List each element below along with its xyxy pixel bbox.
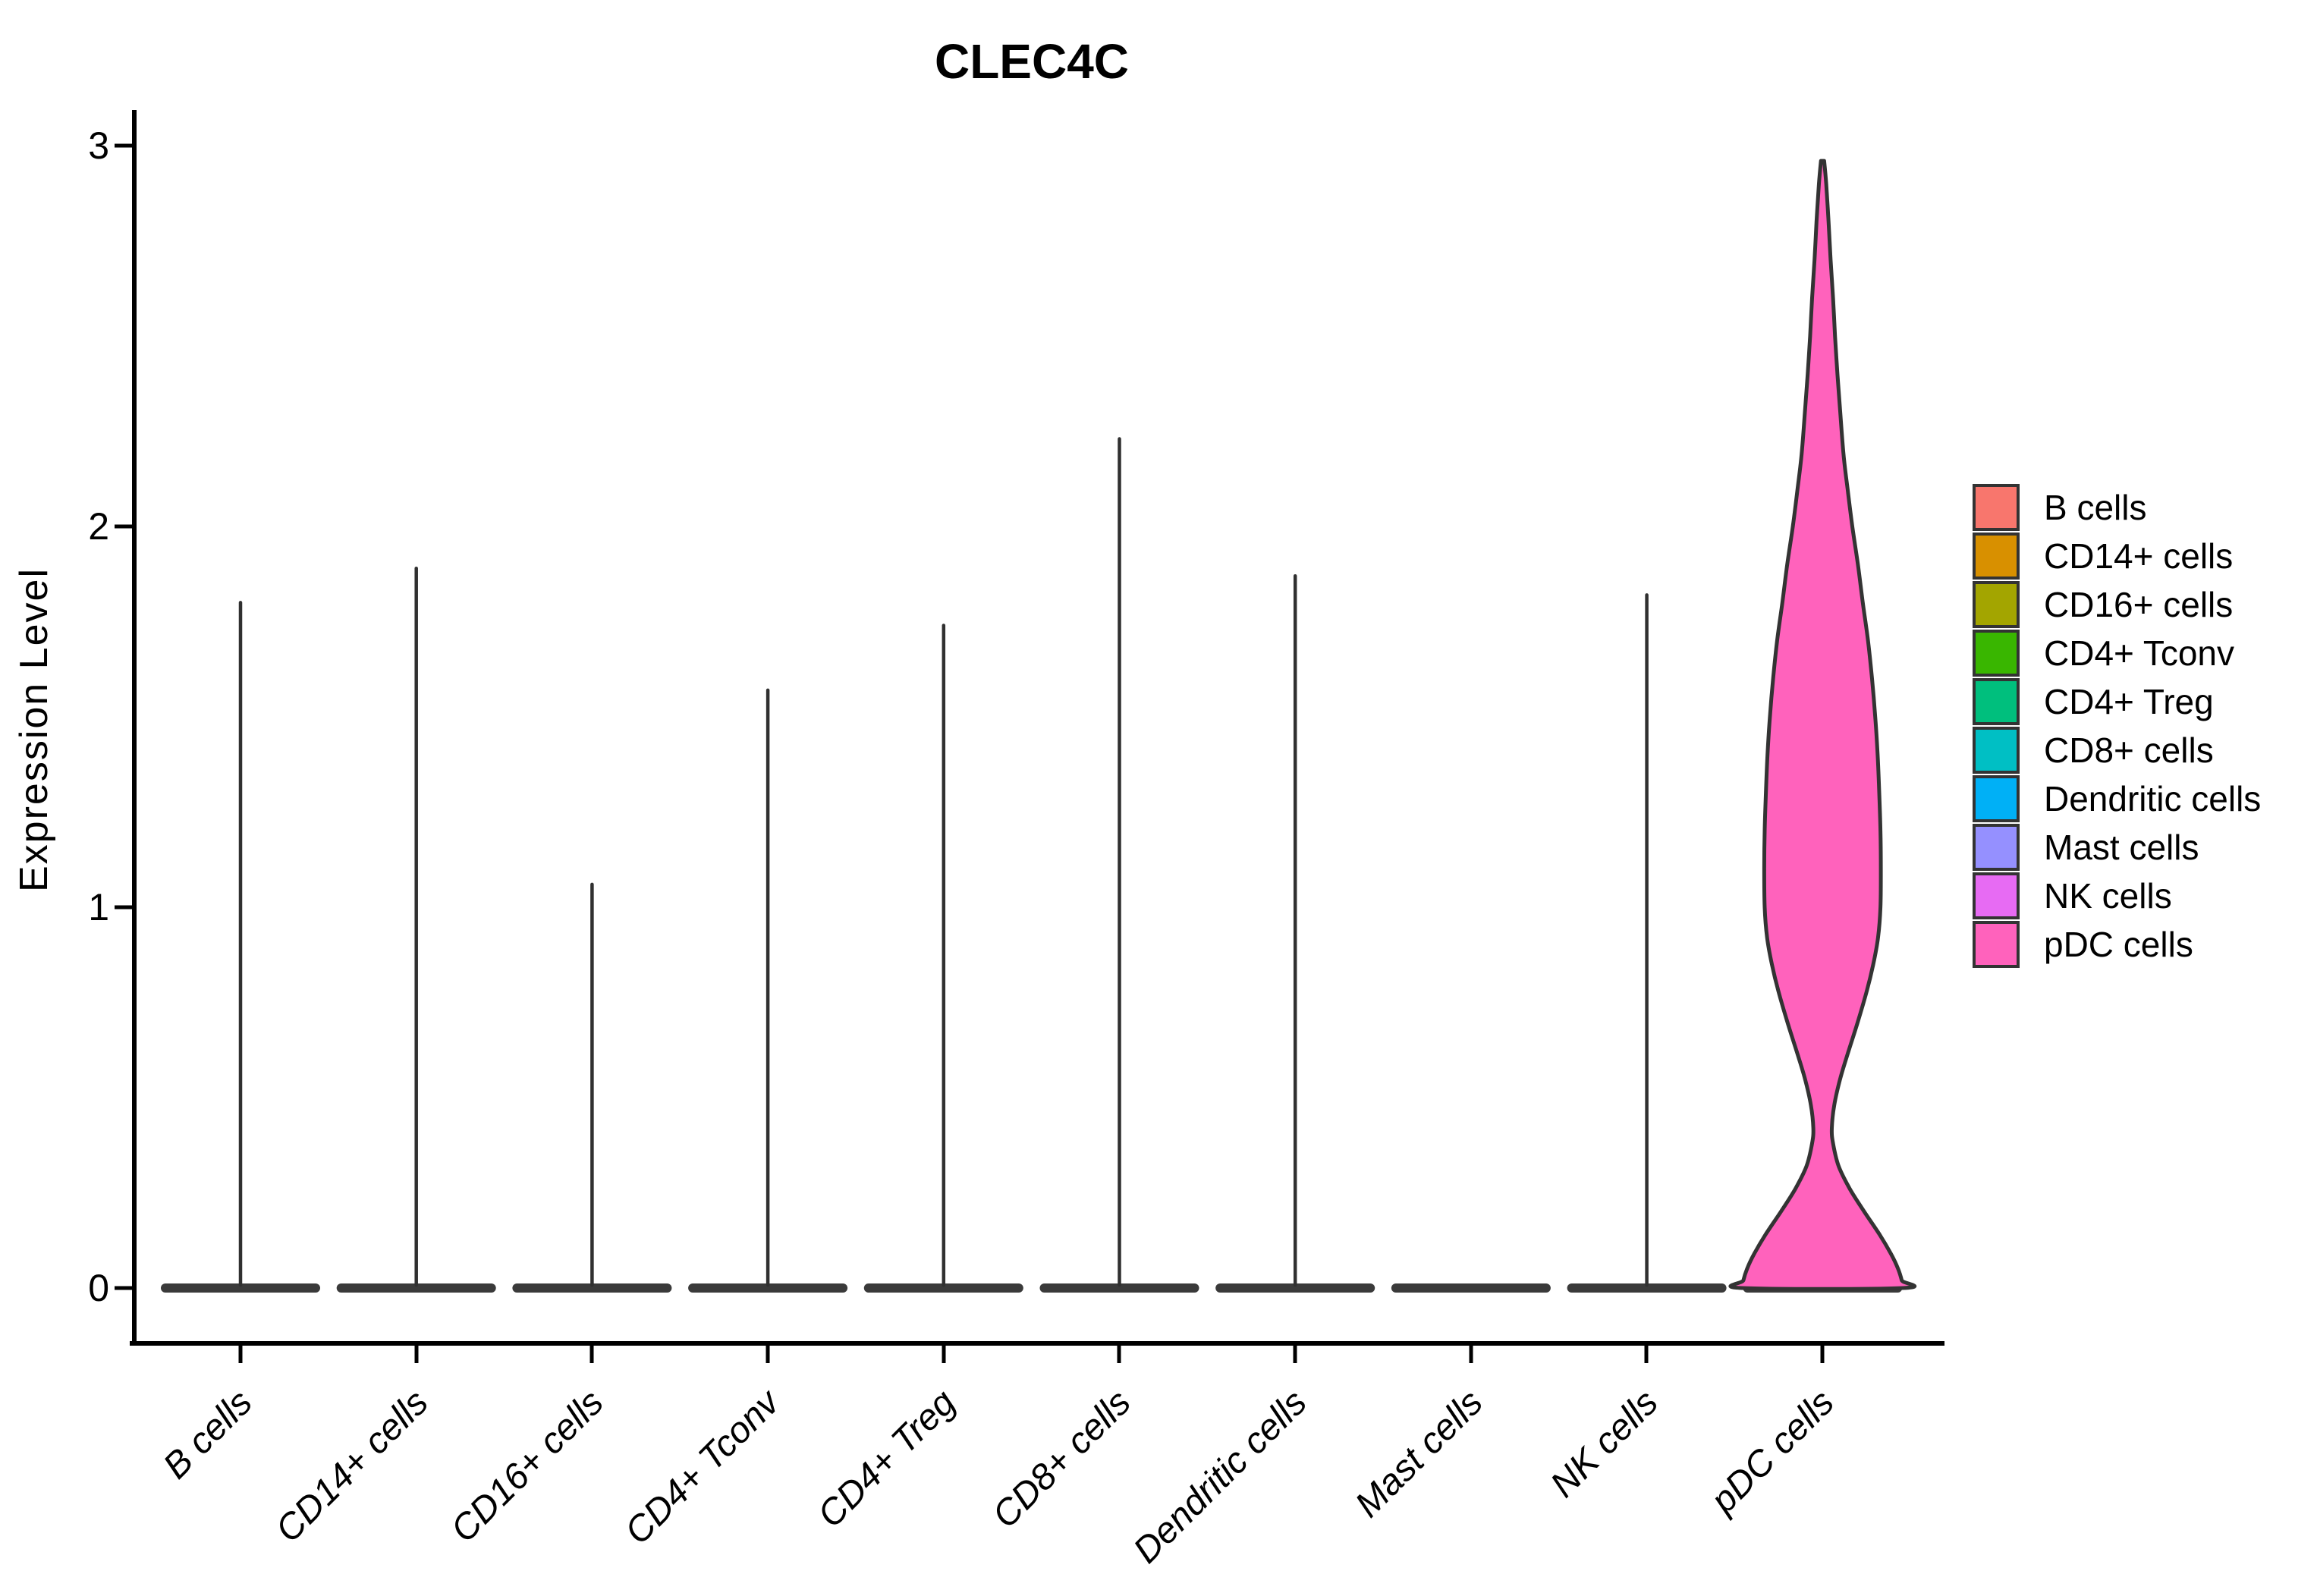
legend-swatch [1973, 678, 2020, 725]
y-axis-label: Expression Level [12, 567, 56, 892]
violin-zero-base [1567, 1283, 1727, 1293]
legend-swatch [1973, 533, 2020, 580]
plot-title: CLEC4C [935, 34, 1129, 89]
violins-layer [161, 159, 1917, 1293]
legend-label: Dendritic cells [2044, 779, 2261, 818]
violin-zero-base [688, 1283, 848, 1293]
legend-swatch [1973, 484, 2020, 531]
legend-swatch [1973, 727, 2020, 774]
legend-entry: CD8+ cells [1973, 727, 2214, 774]
legend-label: Mast cells [2044, 828, 2199, 867]
legend-label: CD14+ cells [2044, 536, 2233, 576]
legend-label: CD8+ cells [2044, 730, 2214, 770]
x-tick-label: B cells [156, 1382, 259, 1486]
legend-entry: pDC cells [1973, 921, 2193, 968]
legend-entry: CD4+ Treg [1973, 678, 2214, 725]
y-tick-label: 3 [88, 124, 109, 167]
violin-zero-base [1215, 1283, 1375, 1293]
violin-shape [1728, 159, 1917, 1291]
legend-label: B cells [2044, 488, 2146, 527]
legend-entry: NK cells [1973, 872, 2172, 919]
legend-swatch [1973, 824, 2020, 871]
legend-label: CD4+ Tconv [2044, 633, 2234, 673]
x-tick-label: Mast cells [1347, 1382, 1490, 1525]
x-tick-label: CD14+ cells [268, 1382, 435, 1550]
x-axis-labels: B cells CD14+ cells CD16+ cells CD4+ Tco… [156, 1381, 1841, 1571]
x-tick-label: CD16+ cells [443, 1382, 611, 1550]
x-tick-label: CD8+ cells [985, 1382, 1139, 1536]
y-tick-label: 0 [88, 1267, 109, 1309]
y-tick-label: 2 [88, 505, 109, 548]
legend-label: NK cells [2044, 876, 2172, 916]
legend-label: pDC cells [2044, 925, 2193, 964]
violin-zero-base [863, 1283, 1023, 1293]
x-tick-label: Dendritic cells [1126, 1382, 1315, 1571]
legend-swatch [1973, 581, 2020, 628]
legend-swatch [1973, 872, 2020, 919]
legend-entry: CD14+ cells [1973, 533, 2233, 580]
x-tick-label: pDC cells [1702, 1382, 1842, 1522]
violin-zero-base [161, 1283, 320, 1293]
legend-entry: CD4+ Tconv [1973, 630, 2234, 677]
legend-entry: B cells [1973, 484, 2146, 531]
x-axis-ticks [238, 1343, 1825, 1363]
x-tick-label: CD4+ Tconv [618, 1381, 789, 1552]
legend-entry: Mast cells [1973, 824, 2199, 871]
legend: B cells CD14+ cells CD16+ cells CD4+ Tco… [1973, 484, 2261, 968]
legend-entry: Dendritic cells [1973, 775, 2261, 822]
violin-zero-base [512, 1283, 672, 1293]
violin-zero-base [1391, 1283, 1551, 1293]
x-tick-label: CD4+ Treg [810, 1382, 964, 1535]
legend-swatch [1973, 921, 2020, 968]
legend-label: CD4+ Treg [2044, 682, 2214, 721]
violin-zero-base [1039, 1283, 1199, 1293]
legend-label: CD16+ cells [2044, 585, 2233, 624]
violin-zero-base [336, 1283, 496, 1293]
x-tick-label: NK cells [1543, 1382, 1666, 1505]
y-tick-label: 1 [88, 886, 109, 928]
legend-swatch [1973, 775, 2020, 822]
legend-entry: CD16+ cells [1973, 581, 2233, 628]
y-axis-ticks: 0 1 2 3 [88, 124, 134, 1309]
legend-swatch [1973, 630, 2020, 677]
